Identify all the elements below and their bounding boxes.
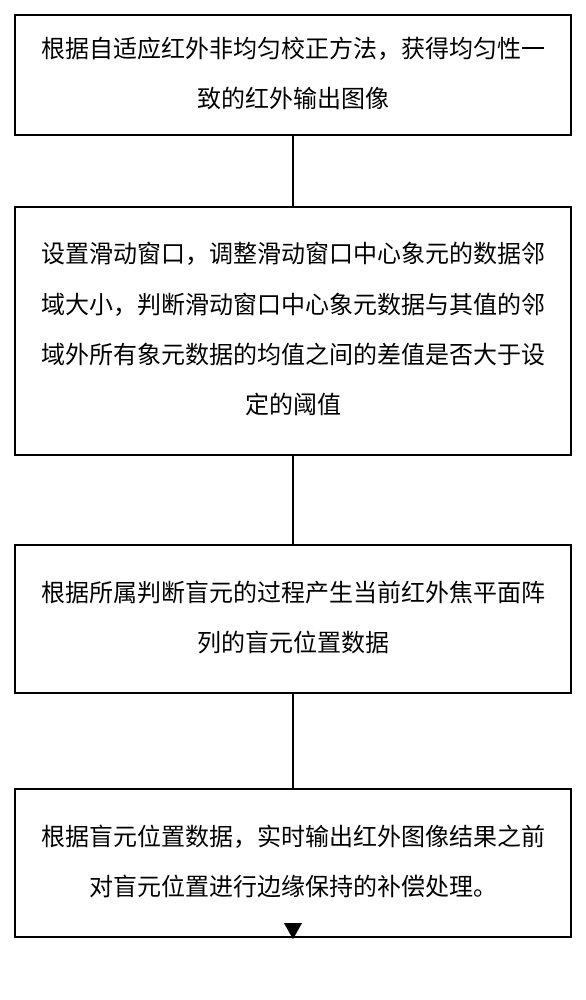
flow-arrow-2	[14, 456, 572, 544]
flow-step-4: 根据盲元位置数据，实时输出红外图像结果之前对盲元位置进行边缘保持的补偿处理。	[14, 788, 572, 938]
flow-step-4-text: 根据盲元位置数据，实时输出红外图像结果之前对盲元位置进行边缘保持的补偿处理。	[34, 813, 552, 914]
flow-step-2-text: 设置滑动窗口，调整滑动窗口中心象元的数据邻域大小，判断滑动窗口中心象元数据与其值…	[34, 230, 552, 432]
arrow-line	[292, 456, 294, 544]
flow-step-2: 设置滑动窗口，调整滑动窗口中心象元的数据邻域大小，判断滑动窗口中心象元数据与其值…	[14, 206, 572, 456]
flow-arrow-3	[14, 694, 572, 788]
flow-step-1: 根据自适应红外非均匀校正方法，获得均匀性一致的红外输出图像	[14, 14, 572, 136]
arrow-line	[292, 694, 294, 788]
flow-arrow-1	[14, 136, 572, 206]
flow-step-3: 根据所属判断盲元的过程产生当前红外焦平面阵列的盲元位置数据	[14, 544, 572, 694]
flowchart-container: 根据自适应红外非均匀校正方法，获得均匀性一致的红外输出图像 设置滑动窗口，调整滑…	[14, 14, 572, 938]
arrow-head-icon	[284, 923, 302, 939]
arrow-line	[292, 136, 294, 206]
flow-step-3-text: 根据所属判断盲元的过程产生当前红外焦平面阵列的盲元位置数据	[34, 569, 552, 670]
flow-step-1-text: 根据自适应红外非均匀校正方法，获得均匀性一致的红外输出图像	[34, 25, 552, 126]
